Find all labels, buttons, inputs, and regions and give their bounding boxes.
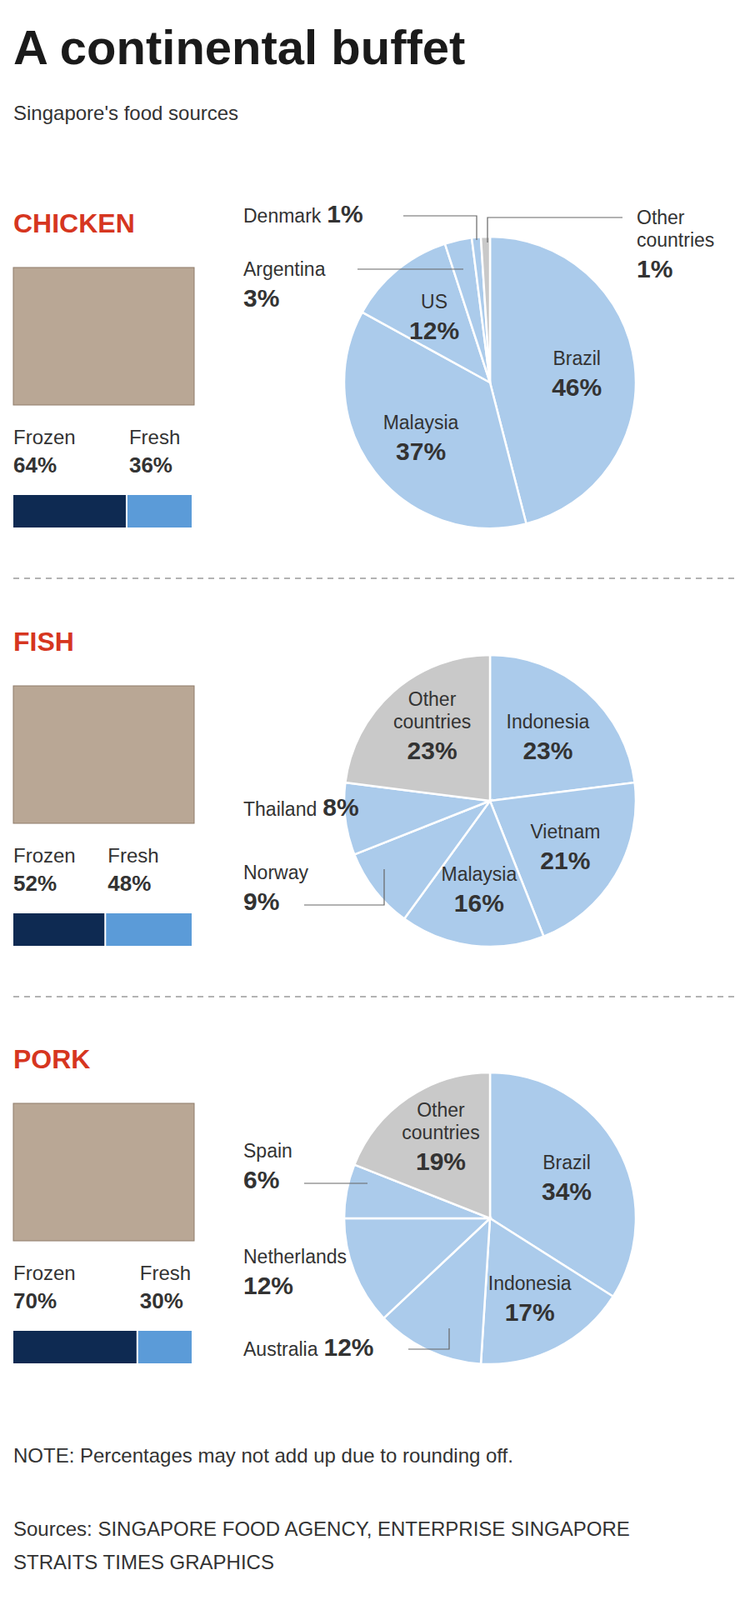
source: STRAITS TIMES GRAPHICS	[13, 1550, 275, 1574]
slice-label: Othercountries	[393, 688, 471, 733]
split-label: Frozen	[13, 425, 76, 449]
chart-title: PORK	[13, 1044, 90, 1075]
pie-labels: Brazil 46% Malaysia 37% US 12% Argentina 3% Denm…	[243, 200, 715, 465]
slice-value: 19%	[415, 1147, 466, 1175]
slices	[344, 1072, 636, 1365]
split-value: 48%	[107, 870, 151, 896]
slice-label: Argentina	[243, 258, 326, 280]
slice-value: 1%	[326, 200, 363, 228]
leader-line	[357, 268, 464, 270]
split-label: Frozen	[13, 1261, 76, 1285]
slice-value: 9%	[243, 887, 280, 915]
pie: Indonesia 23% Vietnam 21% Malaysia 16% Norway 9…	[243, 655, 636, 947]
leader-line	[304, 1182, 368, 1184]
split-bar	[13, 495, 192, 528]
chart-section: FISH Frozen 52% Fresh 48% Indonesia 23% Vietnam…	[13, 626, 737, 997]
split-value: 52%	[13, 870, 57, 896]
pie-slice	[354, 1072, 490, 1219]
slice-label: Netherlands	[243, 1245, 347, 1268]
slice-label: Denmark	[243, 205, 322, 227]
leader-line	[487, 217, 623, 243]
photo-placeholder	[13, 267, 195, 405]
slice-label: Othercountries	[401, 1099, 480, 1144]
leader-line	[403, 215, 477, 240]
split-segment	[13, 1330, 137, 1364]
slice-value: 8%	[322, 793, 359, 821]
pie-labels: Brazil34%Indonesia17%Australia12%Netherl…	[243, 1099, 592, 1361]
subtitle: Singapore's food sources	[13, 101, 239, 125]
pie-slice	[345, 655, 490, 801]
slice-value: 21%	[540, 846, 590, 875]
split-segment	[127, 495, 192, 528]
source: Sources: SINGAPORE FOOD AGENCY, ENTERPRI…	[13, 1517, 630, 1540]
slice-value: 16%	[454, 889, 505, 917]
slice-label: Brazil	[542, 1151, 591, 1174]
pie-slice	[480, 236, 490, 383]
infographic: A continental buffet Singapore's food sou…	[0, 0, 750, 1600]
slice-label: Norway	[243, 861, 309, 884]
leader-line	[304, 869, 385, 905]
slice-value: 23%	[522, 736, 573, 765]
slice-label: Othercountries	[636, 206, 715, 251]
pie-slice	[344, 1218, 490, 1319]
separator	[13, 577, 737, 580]
slice-label: Vietnam	[530, 820, 600, 843]
note: NOTE: Percentages may not add up due to …	[13, 1444, 514, 1467]
split-segment	[13, 913, 105, 946]
slice-label: Spain	[243, 1140, 293, 1162]
split-label: Fresh	[107, 844, 159, 867]
slice-value: 23%	[407, 736, 458, 765]
chart-title: CHICKEN	[13, 208, 135, 239]
split-label: Frozen	[13, 844, 76, 867]
separator	[13, 995, 737, 998]
slices	[344, 655, 636, 947]
split-value: 36%	[129, 452, 173, 478]
split-segment	[138, 1330, 192, 1364]
split-segment	[13, 495, 126, 528]
slice-label: Malaysia	[383, 411, 460, 434]
slice-value: 37%	[395, 437, 446, 465]
slice-value: 6%	[243, 1165, 280, 1194]
pie-slice	[480, 1218, 614, 1365]
slice-value: 17%	[505, 1298, 555, 1326]
slice-value: 12%	[243, 1271, 294, 1300]
split-value: 64%	[13, 452, 57, 478]
slice-label: Indonesia	[488, 1272, 572, 1295]
slice-value: 12%	[409, 316, 460, 345]
slice-value: 1%	[636, 255, 673, 283]
photo-placeholder	[13, 1103, 195, 1241]
slices	[344, 236, 636, 529]
slice-label: Brazil	[552, 347, 601, 370]
split-label: Fresh	[129, 425, 180, 449]
split-value: 70%	[13, 1288, 57, 1314]
leader-line	[408, 1328, 450, 1350]
slice-value: 3%	[243, 284, 280, 312]
slice-label: Australia	[243, 1338, 319, 1360]
slice-value: 12%	[323, 1333, 374, 1361]
split-label: Fresh	[140, 1261, 191, 1285]
split-segment	[105, 913, 192, 946]
pie: Brazil34%Indonesia17%Australia12%Netherl…	[243, 1072, 636, 1365]
title: A continental buffet	[13, 20, 465, 75]
slice-value: 46%	[551, 373, 602, 401]
chart-title: FISH	[13, 626, 75, 657]
slice-label: US	[420, 290, 448, 313]
chart-section: PORK Frozen 70% Fresh 30% Brazil 34% Indonesia 1…	[13, 1044, 636, 1365]
chart-section: CHICKEN Frozen 64% Fresh 36% Brazil 46% Malaysi…	[13, 200, 737, 579]
pie: Brazil 46% Malaysia 37% US 12% Argentina 3% Denm…	[243, 200, 715, 529]
slice-label: Malaysia	[440, 863, 517, 885]
split-bar	[13, 1330, 192, 1364]
slice-label: Indonesia	[506, 710, 590, 733]
slice-value: 34%	[541, 1177, 592, 1205]
slice-label: Thailand	[243, 798, 317, 820]
pie-slice	[490, 655, 635, 801]
pie-labels: Indonesia 23% Vietnam 21% Malaysia 16% Norway 9…	[243, 688, 600, 917]
split-bar	[13, 913, 192, 946]
pie-slice	[471, 236, 490, 383]
photo-placeholder	[13, 685, 195, 824]
split-value: 30%	[140, 1288, 184, 1314]
